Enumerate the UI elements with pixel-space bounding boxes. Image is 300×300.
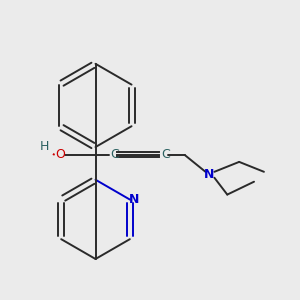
Text: N: N — [204, 168, 214, 181]
Text: C: C — [110, 148, 119, 161]
Text: C: C — [161, 148, 170, 161]
Text: H: H — [40, 140, 49, 153]
Text: N: N — [129, 193, 139, 206]
Text: O: O — [55, 148, 65, 161]
